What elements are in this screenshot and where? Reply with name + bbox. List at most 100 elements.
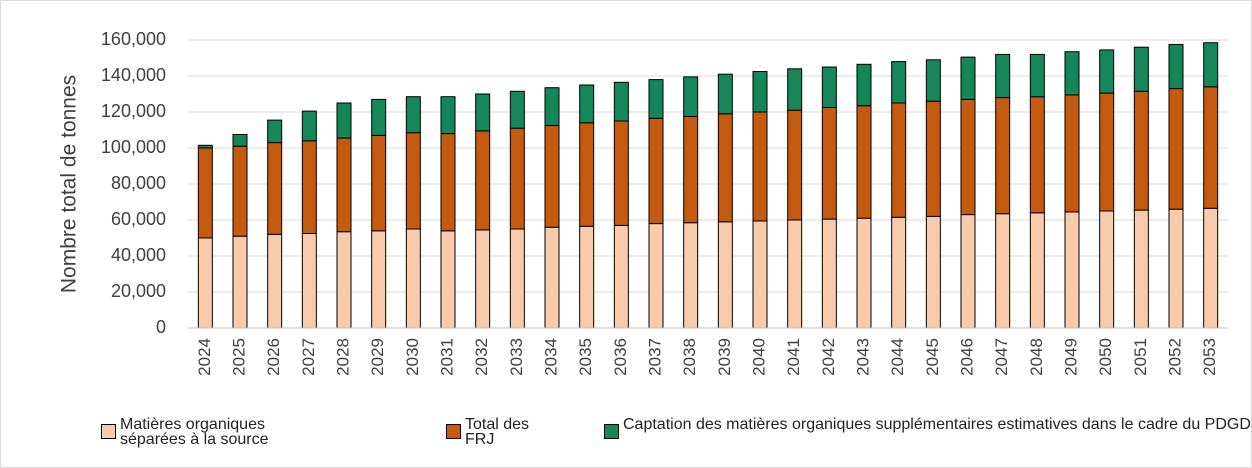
bar-segment xyxy=(232,134,248,147)
x-tick-label: 2050 xyxy=(1096,338,1115,376)
x-tick-label: 2031 xyxy=(437,338,456,376)
bar-segment xyxy=(995,53,1011,99)
x-tick-label: 2030 xyxy=(403,338,422,376)
bar-segment xyxy=(405,228,421,329)
bar-segment xyxy=(301,110,317,142)
bar-segment xyxy=(440,96,456,135)
bar-segment xyxy=(440,133,456,232)
x-tick-label: 2046 xyxy=(957,338,976,376)
legend-swatch xyxy=(604,424,619,439)
x-tick-label: 2025 xyxy=(229,338,248,376)
bar-segment xyxy=(1099,92,1115,212)
bar-segment xyxy=(960,56,976,100)
bar-segment xyxy=(579,225,595,329)
bar-segment xyxy=(1064,211,1080,329)
bar-segment xyxy=(787,68,803,111)
x-tick-label: 2026 xyxy=(264,338,283,376)
bar-segment xyxy=(1203,86,1219,209)
bar-segment xyxy=(856,105,872,219)
bar-segment xyxy=(613,120,629,226)
x-tick-label: 2041 xyxy=(784,338,803,376)
bar-segment xyxy=(1203,207,1219,329)
legend-item: Matières organiques séparées à la source xyxy=(101,416,300,448)
bar-segment xyxy=(267,119,283,144)
y-tick-label: 140,000 xyxy=(101,65,166,85)
bar-segment xyxy=(1168,88,1184,210)
x-tick-label: 2038 xyxy=(680,338,699,376)
bar-segment xyxy=(1064,51,1080,96)
x-tick-label: 2037 xyxy=(645,338,664,376)
bar-segment xyxy=(1099,49,1115,94)
bar-segment xyxy=(1029,212,1045,329)
bar-segment xyxy=(821,218,837,329)
bar-segment xyxy=(752,111,768,222)
legend-label: Matières organiques séparées à la source xyxy=(120,416,269,448)
x-tick-label: 2034 xyxy=(541,338,560,376)
x-tick-label: 2043 xyxy=(853,338,872,376)
x-tick-label: 2045 xyxy=(923,338,942,376)
bar-segment xyxy=(371,98,387,136)
bar-segment xyxy=(475,93,491,132)
bar-segment xyxy=(891,61,907,104)
bar-segment xyxy=(891,102,907,218)
y-tick-label: 100,000 xyxy=(101,137,166,157)
bar-segment xyxy=(856,63,872,107)
bar-segment xyxy=(960,98,976,216)
bar-segment xyxy=(197,237,213,329)
bar-segment xyxy=(301,233,317,329)
x-tick-label: 2032 xyxy=(472,338,491,376)
bar-segment xyxy=(717,73,733,115)
bar-segment xyxy=(475,130,491,231)
bar-segment xyxy=(856,217,872,329)
x-tick-label: 2040 xyxy=(749,338,768,376)
bar-segment xyxy=(336,137,352,233)
x-tick-label: 2036 xyxy=(611,338,630,376)
bar-segment xyxy=(579,122,595,227)
bar-segment xyxy=(232,235,248,329)
bar-segment xyxy=(544,125,560,228)
bar-segment xyxy=(544,87,560,126)
legend-swatch xyxy=(446,424,461,439)
bar-segment xyxy=(960,214,976,329)
y-tick-label: 20,000 xyxy=(111,281,166,301)
x-tick-label: 2033 xyxy=(507,338,526,376)
x-tick-label: 2039 xyxy=(715,338,734,376)
bar-segment xyxy=(717,113,733,223)
bar-segment xyxy=(475,229,491,329)
bar-segment xyxy=(787,219,803,329)
bar-segment xyxy=(891,216,907,329)
bar-segment xyxy=(683,116,699,224)
legend-label: Total des FRJ xyxy=(465,416,530,448)
y-tick-label: 0 xyxy=(156,317,166,337)
bar-segment xyxy=(648,223,664,329)
bar-segment xyxy=(925,59,941,102)
bar-segment xyxy=(1029,96,1045,214)
x-tick-label: 2024 xyxy=(195,338,214,376)
bar-segment xyxy=(648,79,664,119)
bar-segment xyxy=(371,134,387,232)
legend-label: Captation des matières organiques supplé… xyxy=(623,416,1252,433)
y-tick-label: 120,000 xyxy=(101,101,166,121)
bar-segment xyxy=(232,145,248,237)
x-tick-label: 2048 xyxy=(1027,338,1046,376)
x-tick-label: 2044 xyxy=(888,338,907,376)
x-tick-label: 2035 xyxy=(576,338,595,376)
y-tick-label: 60,000 xyxy=(111,209,166,229)
bar-segment xyxy=(752,71,768,113)
bar-segment xyxy=(197,144,213,149)
bar-segment xyxy=(371,230,387,329)
bar-segment xyxy=(1133,209,1149,329)
bar-segment xyxy=(197,147,213,239)
bar-segment xyxy=(509,90,525,129)
bar-segment xyxy=(995,97,1011,215)
bar-segment xyxy=(613,224,629,329)
bar-segment xyxy=(1133,46,1149,92)
y-tick-label: 40,000 xyxy=(111,245,166,265)
x-tick-label: 2028 xyxy=(333,338,352,376)
bar-segment xyxy=(683,222,699,329)
bar-segment xyxy=(1133,90,1149,211)
bar-segment xyxy=(1064,94,1080,213)
x-tick-label: 2042 xyxy=(819,338,838,376)
legend-item: Total des FRJ xyxy=(446,416,555,448)
